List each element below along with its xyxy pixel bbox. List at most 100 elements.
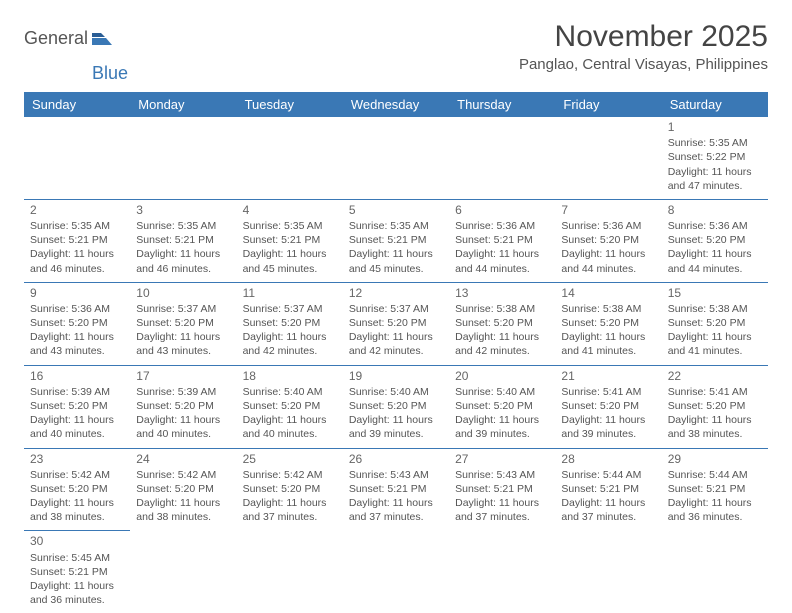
calendar-cell xyxy=(555,531,661,613)
day-number: 27 xyxy=(455,451,549,467)
day-header: Sunday xyxy=(24,92,130,117)
calendar-cell: 14Sunrise: 5:38 AMSunset: 5:20 PMDayligh… xyxy=(555,282,661,365)
sunset-text: Sunset: 5:21 PM xyxy=(455,233,549,247)
calendar-cell: 6Sunrise: 5:36 AMSunset: 5:21 PMDaylight… xyxy=(449,199,555,282)
sunset-text: Sunset: 5:20 PM xyxy=(455,399,549,413)
daylight-text: Daylight: 11 hours and 39 minutes. xyxy=(349,413,443,441)
daylight-text: Daylight: 11 hours and 43 minutes. xyxy=(30,330,124,358)
sunrise-text: Sunrise: 5:39 AM xyxy=(30,385,124,399)
sunrise-text: Sunrise: 5:44 AM xyxy=(561,468,655,482)
sunset-text: Sunset: 5:21 PM xyxy=(349,233,443,247)
calendar-cell: 30Sunrise: 5:45 AMSunset: 5:21 PMDayligh… xyxy=(24,531,130,613)
location: Panglao, Central Visayas, Philippines xyxy=(519,56,768,73)
title-block: November 2025 Panglao, Central Visayas, … xyxy=(519,20,768,73)
sunrise-text: Sunrise: 5:35 AM xyxy=(668,136,762,150)
calendar-cell: 23Sunrise: 5:42 AMSunset: 5:20 PMDayligh… xyxy=(24,448,130,531)
calendar-cell: 24Sunrise: 5:42 AMSunset: 5:20 PMDayligh… xyxy=(130,448,236,531)
day-number: 6 xyxy=(455,202,549,218)
sunset-text: Sunset: 5:21 PM xyxy=(349,482,443,496)
sunrise-text: Sunrise: 5:42 AM xyxy=(30,468,124,482)
sunset-text: Sunset: 5:20 PM xyxy=(349,399,443,413)
day-number: 24 xyxy=(136,451,230,467)
sunrise-text: Sunrise: 5:41 AM xyxy=(668,385,762,399)
calendar-cell: 8Sunrise: 5:36 AMSunset: 5:20 PMDaylight… xyxy=(662,199,768,282)
calendar-cell: 25Sunrise: 5:42 AMSunset: 5:20 PMDayligh… xyxy=(237,448,343,531)
sunset-text: Sunset: 5:20 PM xyxy=(136,399,230,413)
day-number: 10 xyxy=(136,285,230,301)
calendar-cell: 29Sunrise: 5:44 AMSunset: 5:21 PMDayligh… xyxy=(662,448,768,531)
sunrise-text: Sunrise: 5:40 AM xyxy=(349,385,443,399)
day-header: Tuesday xyxy=(237,92,343,117)
sunrise-text: Sunrise: 5:40 AM xyxy=(455,385,549,399)
daylight-text: Daylight: 11 hours and 42 minutes. xyxy=(349,330,443,358)
calendar-cell: 27Sunrise: 5:43 AMSunset: 5:21 PMDayligh… xyxy=(449,448,555,531)
daylight-text: Daylight: 11 hours and 47 minutes. xyxy=(668,165,762,193)
sunrise-text: Sunrise: 5:35 AM xyxy=(243,219,337,233)
sunrise-text: Sunrise: 5:39 AM xyxy=(136,385,230,399)
sunset-text: Sunset: 5:21 PM xyxy=(455,482,549,496)
day-number: 19 xyxy=(349,368,443,384)
daylight-text: Daylight: 11 hours and 36 minutes. xyxy=(30,579,124,607)
day-number: 5 xyxy=(349,202,443,218)
flag-icon xyxy=(92,31,114,47)
daylight-text: Daylight: 11 hours and 38 minutes. xyxy=(30,496,124,524)
calendar-cell: 18Sunrise: 5:40 AMSunset: 5:20 PMDayligh… xyxy=(237,365,343,448)
calendar-cell xyxy=(237,531,343,613)
sunrise-text: Sunrise: 5:38 AM xyxy=(455,302,549,316)
sunset-text: Sunset: 5:20 PM xyxy=(243,482,337,496)
day-number: 28 xyxy=(561,451,655,467)
day-header: Wednesday xyxy=(343,92,449,117)
calendar-cell: 15Sunrise: 5:38 AMSunset: 5:20 PMDayligh… xyxy=(662,282,768,365)
sunset-text: Sunset: 5:20 PM xyxy=(668,399,762,413)
calendar-cell: 26Sunrise: 5:43 AMSunset: 5:21 PMDayligh… xyxy=(343,448,449,531)
daylight-text: Daylight: 11 hours and 44 minutes. xyxy=(668,247,762,275)
daylight-text: Daylight: 11 hours and 39 minutes. xyxy=(561,413,655,441)
day-number: 4 xyxy=(243,202,337,218)
calendar-cell: 9Sunrise: 5:36 AMSunset: 5:20 PMDaylight… xyxy=(24,282,130,365)
logo-blue: Blue xyxy=(92,63,128,84)
sunset-text: Sunset: 5:21 PM xyxy=(668,482,762,496)
calendar-cell: 3Sunrise: 5:35 AMSunset: 5:21 PMDaylight… xyxy=(130,199,236,282)
daylight-text: Daylight: 11 hours and 45 minutes. xyxy=(349,247,443,275)
day-number: 1 xyxy=(668,119,762,135)
daylight-text: Daylight: 11 hours and 40 minutes. xyxy=(30,413,124,441)
daylight-text: Daylight: 11 hours and 42 minutes. xyxy=(455,330,549,358)
sunrise-text: Sunrise: 5:36 AM xyxy=(455,219,549,233)
sunrise-text: Sunrise: 5:36 AM xyxy=(30,302,124,316)
sunrise-text: Sunrise: 5:35 AM xyxy=(136,219,230,233)
calendar-cell: 20Sunrise: 5:40 AMSunset: 5:20 PMDayligh… xyxy=(449,365,555,448)
calendar-cell: 16Sunrise: 5:39 AMSunset: 5:20 PMDayligh… xyxy=(24,365,130,448)
daylight-text: Daylight: 11 hours and 37 minutes. xyxy=(455,496,549,524)
daylight-text: Daylight: 11 hours and 38 minutes. xyxy=(136,496,230,524)
day-number: 9 xyxy=(30,285,124,301)
daylight-text: Daylight: 11 hours and 41 minutes. xyxy=(668,330,762,358)
calendar-cell xyxy=(343,117,449,199)
day-number: 11 xyxy=(243,285,337,301)
calendar-cell: 17Sunrise: 5:39 AMSunset: 5:20 PMDayligh… xyxy=(130,365,236,448)
calendar-cell xyxy=(555,117,661,199)
daylight-text: Daylight: 11 hours and 40 minutes. xyxy=(243,413,337,441)
sunrise-text: Sunrise: 5:45 AM xyxy=(30,551,124,565)
sunset-text: Sunset: 5:20 PM xyxy=(136,316,230,330)
day-number: 23 xyxy=(30,451,124,467)
daylight-text: Daylight: 11 hours and 36 minutes. xyxy=(668,496,762,524)
sunrise-text: Sunrise: 5:42 AM xyxy=(243,468,337,482)
day-number: 13 xyxy=(455,285,549,301)
daylight-text: Daylight: 11 hours and 37 minutes. xyxy=(561,496,655,524)
sunset-text: Sunset: 5:20 PM xyxy=(561,233,655,247)
day-number: 22 xyxy=(668,368,762,384)
sunrise-text: Sunrise: 5:38 AM xyxy=(668,302,762,316)
day-number: 17 xyxy=(136,368,230,384)
sunset-text: Sunset: 5:20 PM xyxy=(668,233,762,247)
calendar-cell: 22Sunrise: 5:41 AMSunset: 5:20 PMDayligh… xyxy=(662,365,768,448)
day-number: 14 xyxy=(561,285,655,301)
daylight-text: Daylight: 11 hours and 46 minutes. xyxy=(30,247,124,275)
sunrise-text: Sunrise: 5:42 AM xyxy=(136,468,230,482)
sunrise-text: Sunrise: 5:43 AM xyxy=(455,468,549,482)
day-number: 20 xyxy=(455,368,549,384)
calendar-cell xyxy=(662,531,768,613)
daylight-text: Daylight: 11 hours and 37 minutes. xyxy=(349,496,443,524)
daylight-text: Daylight: 11 hours and 39 minutes. xyxy=(455,413,549,441)
daylight-text: Daylight: 11 hours and 45 minutes. xyxy=(243,247,337,275)
daylight-text: Daylight: 11 hours and 41 minutes. xyxy=(561,330,655,358)
